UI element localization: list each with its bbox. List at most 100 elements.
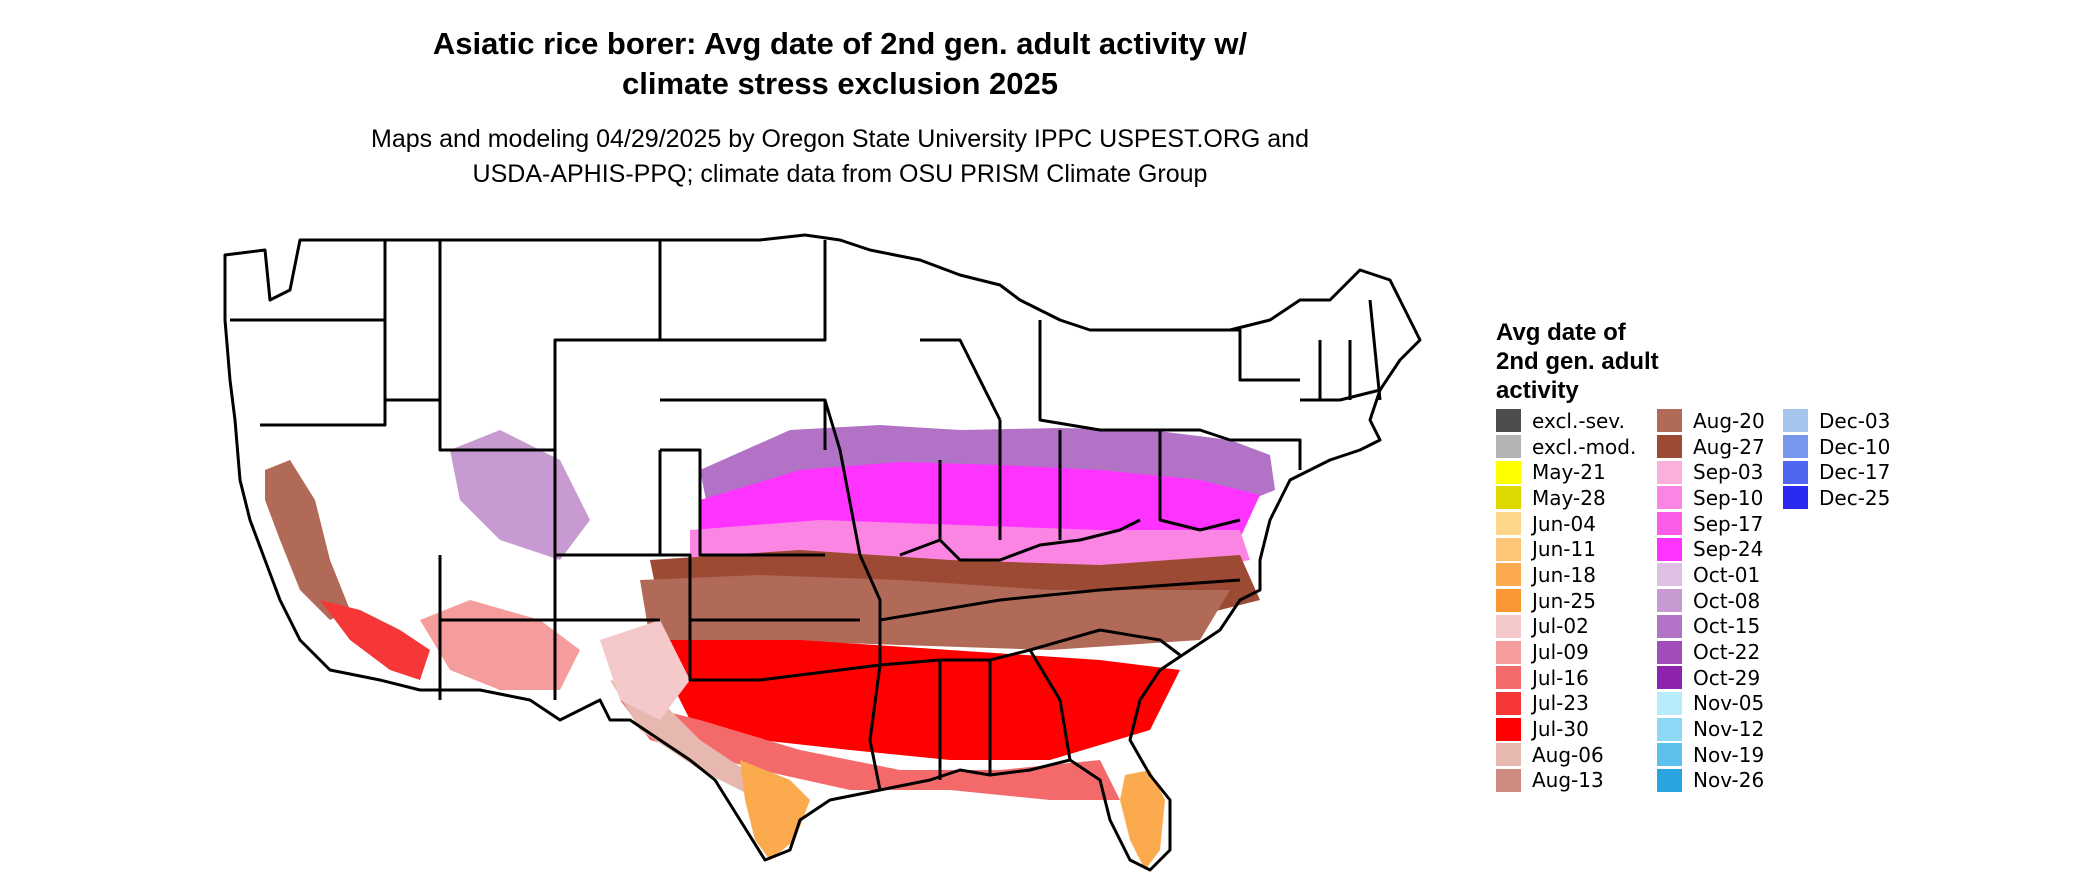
legend-item: Oct-15 (1657, 614, 1765, 640)
region-jun-tx (740, 760, 810, 860)
legend-item: Jul-02 (1496, 614, 1636, 640)
legend-label: Dec-17 (1819, 460, 1891, 485)
legend-item: Dec-17 (1783, 459, 1890, 485)
legend-swatch (1496, 537, 1521, 561)
legend-label: Jun-04 (1532, 511, 1596, 536)
map-title-line-2: climate stress exclusion 2025 (622, 66, 1058, 101)
legend-label: Jul-09 (1532, 640, 1589, 665)
legend-title-line-3: activity (1496, 377, 1579, 404)
legend-label: Aug-20 (1693, 408, 1765, 433)
legend-swatch (1496, 743, 1521, 767)
legend-swatch (1657, 717, 1682, 741)
legend-label: May-21 (1532, 460, 1606, 485)
legend-swatch (1496, 666, 1521, 690)
map-title-line-1: Asiatic rice borer: Avg date of 2nd gen.… (432, 26, 1248, 61)
legend-item: excl.-mod. (1496, 434, 1636, 460)
legend-swatch (1496, 435, 1521, 459)
legend-item: Dec-25 (1783, 485, 1890, 511)
legend-item: May-21 (1496, 459, 1636, 485)
legend-swatch (1657, 614, 1682, 638)
map-subtitle-line-2: USDA-APHIS-PPQ; climate data from OSU PR… (472, 160, 1208, 188)
legend-item: excl.-sev. (1496, 408, 1636, 434)
us-map (223, 233, 1422, 872)
legend-label: Jul-16 (1532, 665, 1589, 690)
legend-swatch (1496, 563, 1521, 587)
legend-label: Sep-24 (1693, 537, 1764, 562)
legend-swatch (1783, 435, 1808, 459)
legend-label: Oct-01 (1693, 562, 1761, 587)
legend-swatch (1657, 435, 1682, 459)
legend-swatch (1496, 691, 1521, 715)
legend-label: Dec-25 (1819, 485, 1891, 510)
map-subtitle-line-1: Maps and modeling 04/29/2025 by Oregon S… (371, 125, 1309, 153)
legend-item: Dec-10 (1783, 434, 1890, 460)
legend-item: Jul-09 (1496, 639, 1636, 665)
legend-label: Nov-26 (1693, 768, 1765, 793)
legend-swatch (1496, 768, 1521, 792)
region-az-pink (420, 600, 580, 690)
legend-swatch (1783, 486, 1808, 510)
legend-swatch (1496, 409, 1521, 433)
legend-title-line-1: Avg date of (1496, 319, 1626, 346)
region-jun-fl (1120, 770, 1165, 870)
legend-item: Nov-05 (1657, 691, 1765, 717)
legend-swatch (1657, 409, 1682, 433)
legend-label: Jul-23 (1532, 691, 1589, 716)
legend-item: Aug-20 (1657, 408, 1765, 434)
legend-label: Dec-10 (1819, 434, 1891, 459)
legend-item: Sep-10 (1657, 485, 1765, 511)
region-ca-red (320, 600, 430, 680)
legend-label: Aug-13 (1532, 768, 1604, 793)
legend-label: Aug-27 (1693, 434, 1765, 459)
legend-swatch (1496, 717, 1521, 741)
legend-label: Jun-25 (1532, 588, 1596, 613)
national-outline (223, 233, 1422, 872)
legend-item: Jul-30 (1496, 716, 1636, 742)
legend-item: Aug-27 (1657, 434, 1765, 460)
legend-label: Sep-03 (1693, 460, 1764, 485)
legend-swatch (1657, 666, 1682, 690)
legend-swatch (1657, 640, 1682, 664)
legend-title: Avg date of 2nd gen. adult activity (1496, 318, 1659, 405)
legend-item: Jul-23 (1496, 691, 1636, 717)
map-title: Asiatic rice borer: Avg date of 2nd gen.… (0, 24, 1680, 104)
legend-item: Nov-19 (1657, 742, 1765, 768)
legend-swatch (1783, 460, 1808, 484)
legend-item: Nov-12 (1657, 716, 1765, 742)
legend-swatch (1657, 563, 1682, 587)
legend-swatch (1657, 512, 1682, 536)
legend-item: Jun-25 (1496, 588, 1636, 614)
legend-swatch (1496, 460, 1521, 484)
legend-item: Sep-17 (1657, 511, 1765, 537)
legend-label: Aug-06 (1532, 742, 1604, 767)
legend-swatch (1657, 691, 1682, 715)
legend-swatch (1657, 589, 1682, 613)
region-aug-mid (640, 575, 1230, 650)
legend-item: Jun-18 (1496, 562, 1636, 588)
legend-item: Oct-22 (1657, 639, 1765, 665)
legend-swatch (1496, 486, 1521, 510)
legend-swatch (1496, 512, 1521, 536)
state-lines (230, 240, 1382, 791)
state-boundaries (223, 233, 1422, 872)
legend-swatch (1657, 486, 1682, 510)
legend-label: Oct-08 (1693, 588, 1761, 613)
legend-label: Sep-10 (1693, 485, 1764, 510)
legend-label: Oct-22 (1693, 640, 1761, 665)
legend-label: excl.-sev. (1532, 408, 1625, 433)
legend-column-3: Dec-03 Dec-10 Dec-17 Dec-25 (1783, 408, 1890, 511)
legend-item: Oct-08 (1657, 588, 1765, 614)
legend-label: Jun-18 (1532, 562, 1596, 587)
legend-item: Sep-03 (1657, 459, 1765, 485)
legend-item: Oct-01 (1657, 562, 1765, 588)
region-jul-late (650, 640, 1180, 760)
legend-label: Dec-03 (1819, 408, 1891, 433)
legend-item: Jun-04 (1496, 511, 1636, 537)
legend-label: Jul-30 (1532, 717, 1589, 742)
legend-item: Aug-06 (1496, 742, 1636, 768)
legend-swatch (1496, 640, 1521, 664)
legend-item: Aug-13 (1496, 768, 1636, 794)
legend-label: Oct-29 (1693, 665, 1761, 690)
legend-label: Nov-12 (1693, 717, 1765, 742)
legend-swatch (1783, 409, 1808, 433)
